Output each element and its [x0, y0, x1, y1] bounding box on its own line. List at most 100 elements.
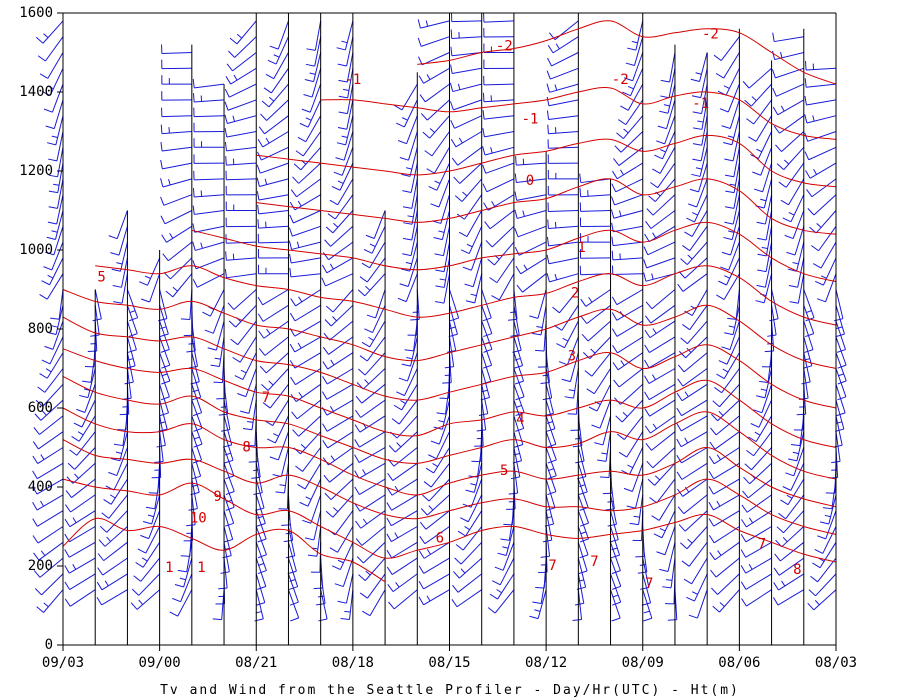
- wind-barb: [71, 478, 96, 498]
- wind-barb-feather: [691, 95, 701, 99]
- wind-barb: [264, 115, 289, 135]
- wind-barb-feather: [279, 484, 286, 487]
- wind-barb: [694, 573, 708, 602]
- wind-barb-feather: [361, 262, 370, 269]
- wind-barb: [41, 573, 64, 596]
- wind-barb-feather: [263, 87, 272, 94]
- wind-barb-feather: [624, 77, 633, 82]
- wind-barb-feather: [160, 159, 163, 169]
- wind-barb-feather: [264, 178, 268, 185]
- wind-barb-feather: [386, 502, 392, 511]
- wind-barb: [293, 210, 321, 224]
- wind-barb-feather: [724, 158, 734, 162]
- wind-barb-feather: [258, 330, 265, 339]
- wind-barb-feather: [803, 358, 810, 361]
- x-tick-label: 09/00: [139, 655, 181, 671]
- wind-barb: [796, 431, 805, 462]
- wind-barb-feather: [659, 527, 666, 532]
- wind-barb-feather: [404, 349, 414, 352]
- wind-barb-feather: [814, 600, 820, 606]
- wind-barb-feather: [321, 391, 328, 400]
- wind-barb: [683, 352, 708, 373]
- wind-barb: [457, 573, 483, 593]
- wind-barb: [774, 52, 804, 61]
- wind-barb: [120, 241, 128, 272]
- x-tick-label: 09/03: [42, 655, 84, 671]
- wind-barb-feather: [396, 122, 405, 128]
- wind-barb: [295, 289, 321, 307]
- x-tick-label: 08/09: [622, 655, 664, 671]
- wind-barb-feather: [337, 559, 344, 564]
- wind-barb-feather: [297, 200, 302, 207]
- contour-line: [62, 316, 837, 409]
- wind-barb: [441, 399, 450, 430]
- wind-barb-feather: [760, 388, 767, 391]
- wind-barb-feather: [588, 296, 593, 303]
- wind-barb-feather: [207, 347, 217, 351]
- wind-barb-feather: [680, 258, 688, 265]
- wind-barb: [369, 241, 386, 269]
- wind-barb-feather: [651, 515, 660, 521]
- wind-barb-feather: [514, 191, 518, 201]
- wind-barb: [49, 68, 64, 96]
- wind-barb: [360, 399, 386, 418]
- wind-barb: [748, 67, 772, 89]
- wind-barb: [682, 368, 708, 387]
- wind-barb-feather: [295, 465, 303, 472]
- wind-barb-feather: [458, 137, 463, 144]
- wind-barb: [616, 304, 644, 321]
- wind-barb: [719, 383, 740, 408]
- wind-barb-feather: [761, 246, 768, 249]
- wind-barb: [81, 399, 96, 428]
- wind-barb-feather: [113, 443, 124, 447]
- wind-barb: [652, 194, 676, 216]
- wind-barb: [778, 573, 805, 591]
- wind-barb-feather: [37, 55, 46, 62]
- wind-barb-feather: [510, 476, 520, 480]
- contour-layer: [62, 20, 837, 583]
- wind-barb-feather: [710, 569, 717, 578]
- wind-barb-feather: [33, 427, 40, 435]
- wind-barb: [332, 494, 354, 518]
- wind-barb: [177, 589, 193, 617]
- wind-barb-feather: [430, 440, 440, 445]
- wind-barb-feather: [256, 164, 261, 174]
- wind-barb: [260, 162, 289, 174]
- wind-barb-feather: [454, 557, 462, 565]
- wind-barb-feather: [386, 487, 393, 496]
- wind-barb-feather: [547, 459, 557, 464]
- wind-barb-feather: [757, 253, 767, 257]
- wind-barb-feather: [744, 99, 752, 107]
- wind-barb-feather: [644, 375, 650, 384]
- wind-barb-feather: [515, 265, 522, 275]
- wind-barb: [69, 557, 96, 574]
- wind-barb-feather: [188, 365, 198, 369]
- wind-barb: [691, 210, 708, 237]
- wind-barb: [435, 431, 450, 459]
- wind-barb-feather: [837, 380, 847, 385]
- wind-barb: [263, 320, 289, 339]
- wind-barb-feather: [224, 459, 234, 464]
- wind-barb-feather: [462, 191, 468, 197]
- wind-barb: [713, 526, 740, 544]
- wind-barb: [369, 589, 386, 616]
- wind-barb: [209, 289, 225, 317]
- wind-barb-feather: [450, 119, 455, 129]
- wind-barb: [411, 194, 418, 225]
- wind-barb-feather: [804, 132, 809, 142]
- wind-barb: [424, 526, 450, 545]
- wind-barb-feather: [464, 526, 470, 531]
- wind-barb-feather: [51, 135, 58, 139]
- wind-barb: [229, 83, 257, 98]
- wind-barb-feather: [32, 455, 39, 464]
- wind-barb-feather: [133, 575, 142, 582]
- wind-barb-feather: [719, 108, 729, 113]
- wind-barb-feather: [515, 156, 517, 166]
- wind-barb-feather: [160, 349, 170, 353]
- wind-barb-feather: [65, 504, 71, 513]
- wind-barb-feather: [168, 179, 171, 186]
- wind-barb: [785, 162, 805, 188]
- wind-barb: [309, 83, 322, 113]
- wind-barb: [420, 20, 450, 29]
- wind-barb-feather: [692, 143, 702, 146]
